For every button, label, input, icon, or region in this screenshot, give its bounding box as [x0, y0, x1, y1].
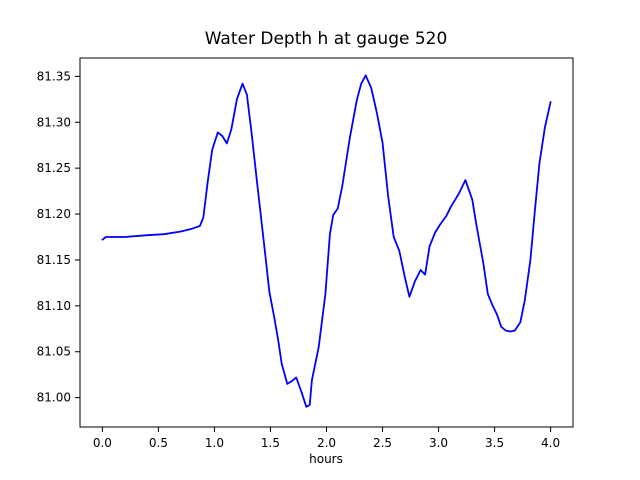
x-tick-label: 3.0: [429, 436, 448, 450]
x-tick-label: 1.0: [205, 436, 224, 450]
x-tick-label: 4.0: [541, 436, 560, 450]
plot-area-frame: [79, 57, 574, 428]
y-tick-label: 81.35: [37, 69, 71, 83]
y-axis: 81.00 81.05 81.10 81.15 81.20 81.25 81.30 81.35: [37, 69, 80, 405]
x-tick-label: 1.5: [261, 436, 280, 450]
y-tick-label: 81.25: [37, 161, 71, 175]
y-tick-label: 81.30: [37, 115, 71, 129]
x-axis: 0.0 0.5 1.0 1.5 2.0 2.5 3.0 3.5 4.0: [93, 427, 560, 450]
x-tick-label: 0.5: [149, 436, 168, 450]
y-tick-label: 81.10: [37, 299, 71, 313]
x-tick-label: 2.5: [373, 436, 392, 450]
y-tick-label: 81.05: [37, 345, 71, 359]
y-tick-label: 81.00: [37, 391, 71, 405]
y-tick-label: 81.15: [37, 253, 71, 267]
y-tick-label: 81.20: [37, 207, 71, 221]
x-tick-label: 2.0: [317, 436, 336, 450]
x-axis-label: hours: [309, 452, 343, 466]
chart-title: Water Depth h at gauge 520: [205, 29, 448, 49]
x-tick-label: 0.0: [93, 436, 112, 450]
x-tick-label: 3.5: [485, 436, 504, 450]
water-depth-line: [101, 74, 552, 408]
